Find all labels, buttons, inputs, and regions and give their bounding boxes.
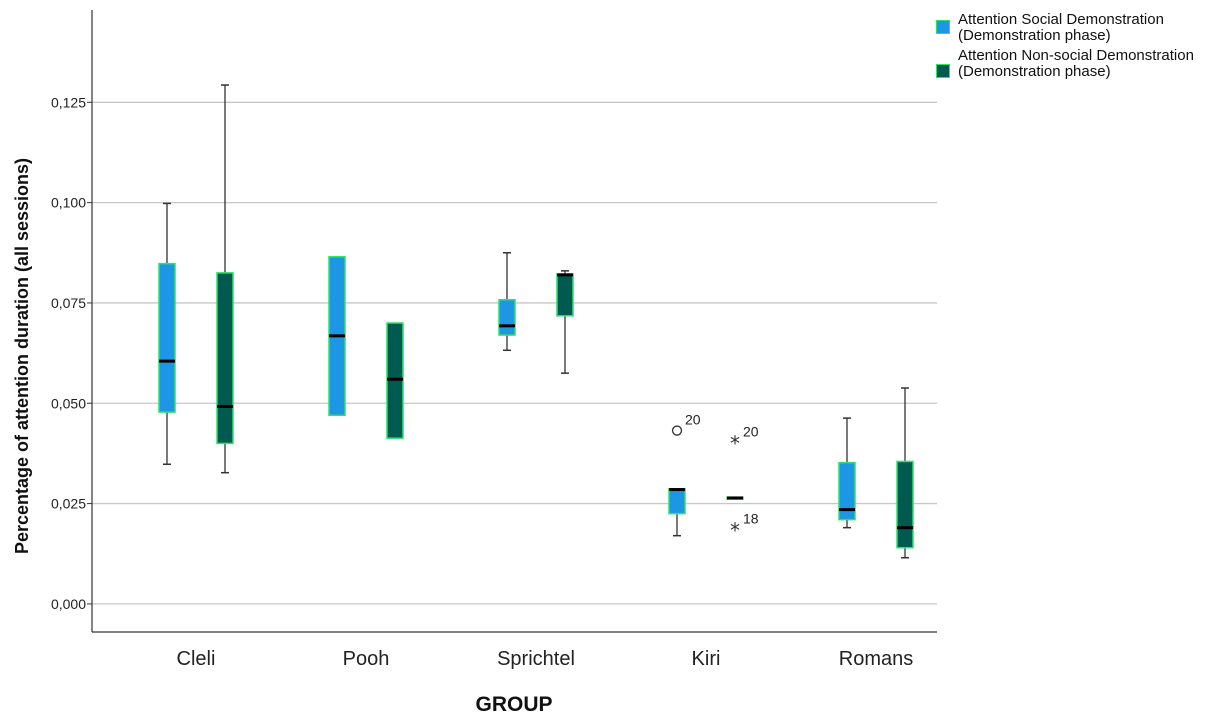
- legend-label-nonsocial: Attention Non-social Demonstration (Demo…: [958, 47, 1194, 80]
- outlier-label: 20: [685, 412, 701, 428]
- box-iqr: [216, 272, 234, 445]
- legend-swatch-social: [936, 20, 950, 34]
- y-tick-label: 0,000: [51, 596, 86, 612]
- box-iqr: [668, 487, 686, 515]
- x-tick-label: Sprichtel: [497, 648, 575, 670]
- outlier-point: [671, 425, 683, 436]
- x-axis-title: GROUP: [475, 693, 552, 716]
- box-iqr: [556, 273, 574, 317]
- box-kiri-social: [668, 487, 686, 537]
- box-pooh-social: [328, 256, 346, 417]
- y-tick-label: 0,050: [51, 395, 86, 411]
- legend-label-social: Attention Social Demonstration (Demonstr…: [958, 11, 1164, 44]
- y-tick-label: 0,075: [51, 295, 86, 311]
- box-cleli-social: [158, 202, 176, 466]
- y-tick-label: 0,100: [51, 195, 86, 211]
- x-tick-label: Romans: [839, 648, 913, 670]
- x-tick-label: Pooh: [343, 648, 390, 670]
- extreme-outlier-point: *: [730, 432, 740, 456]
- legend-item-nonsocial: Attention Non-social Demonstration (Demo…: [934, 48, 1224, 80]
- outlier-label: 20: [743, 424, 759, 440]
- box-kiri-nonsocial: [726, 496, 744, 500]
- x-tick-label: Cleli: [177, 648, 216, 670]
- outlier-label: 18: [743, 511, 759, 527]
- box-iqr: [158, 262, 176, 413]
- box-pooh-nonsocial: [386, 322, 404, 439]
- legend-item-social: Attention Social Demonstration (Demonstr…: [934, 12, 1224, 44]
- y-axis: 0,000 0,025 0,050 0,075 0,100 0,125: [51, 10, 93, 632]
- extreme-outlier-point: *: [730, 519, 740, 543]
- box-sprichtel-nonsocial: [556, 270, 574, 374]
- y-tick-label: 0,025: [51, 496, 86, 512]
- box-iqr: [896, 460, 914, 549]
- legend: Attention Social Demonstration (Demonstr…: [934, 12, 1224, 84]
- legend-swatch-nonsocial: [936, 64, 950, 78]
- box-plots: 20* 20* 18: [158, 84, 914, 559]
- box-romans-social: [838, 417, 856, 529]
- box-sprichtel-social: [498, 252, 516, 352]
- box-cleli-nonsocial: [216, 84, 234, 474]
- x-axis: Cleli Pooh Sprichtel Kiri Romans: [92, 631, 937, 670]
- box-romans-nonsocial: [896, 387, 914, 559]
- box-iqr: [838, 461, 856, 521]
- x-tick-label: Kiri: [692, 648, 721, 670]
- box-iqr: [498, 298, 516, 336]
- y-tick-label: 0,125: [51, 94, 86, 110]
- y-axis-title: Percentage of attention duration (all se…: [12, 158, 32, 554]
